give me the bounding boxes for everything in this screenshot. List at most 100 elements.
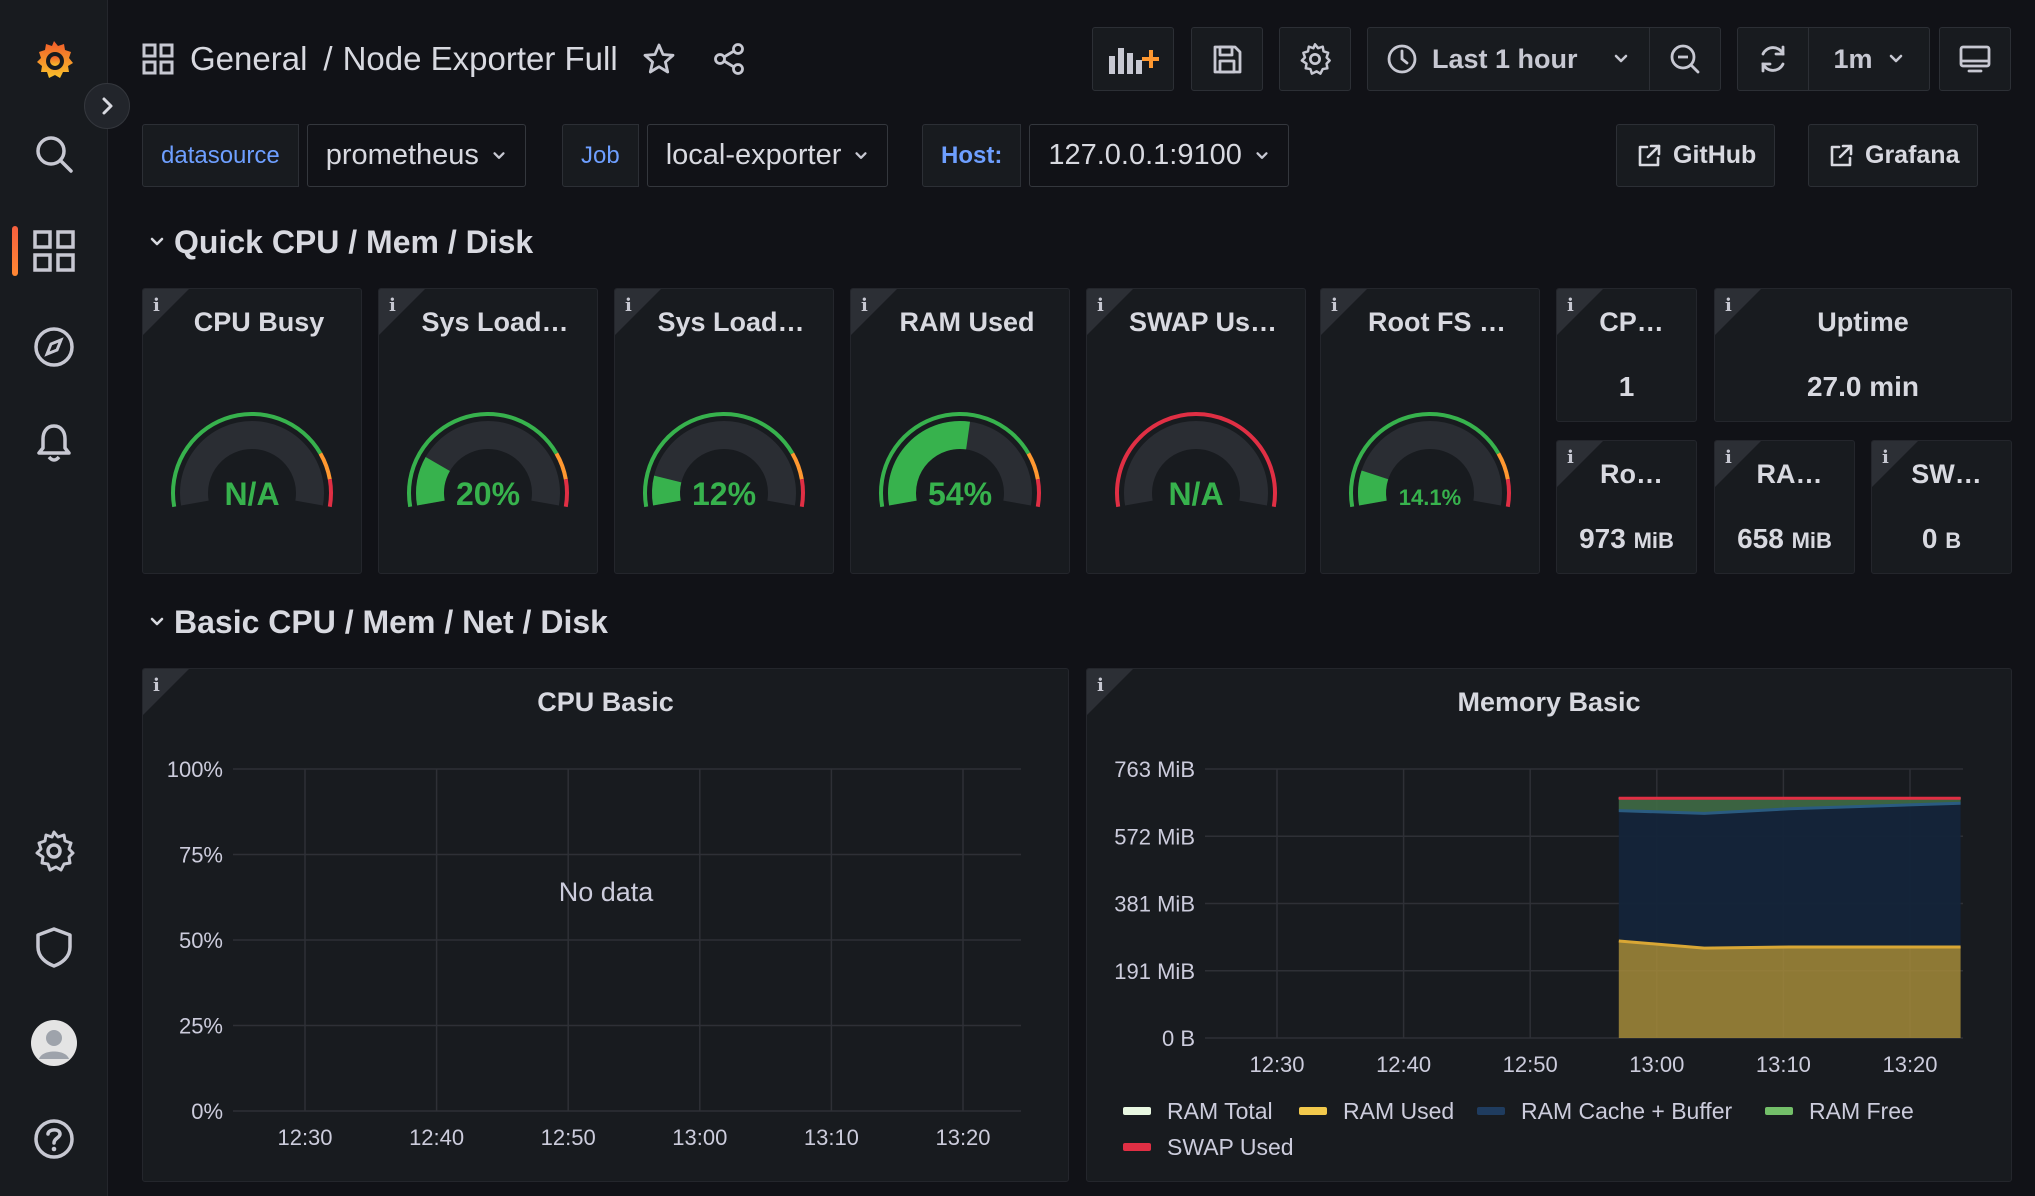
panel-cpu-basic[interactable]: i CPU Basic 0% 25% 50% 75% 100% 12:30 12:40 12:… — [142, 668, 1069, 1182]
x-tick-label: 13:00 — [1629, 1052, 1684, 1077]
legend-label: RAM Total — [1167, 1098, 1273, 1124]
sidebar-expand-button[interactable] — [84, 83, 130, 129]
info-icon[interactable]: i — [1567, 447, 1574, 468]
row-basic[interactable]: Basic CPU / Mem / Net / Disk — [148, 602, 608, 642]
dashboard-title[interactable]: Node Exporter Full — [342, 40, 618, 77]
avatar — [31, 1020, 77, 1066]
profile-nav[interactable] — [0, 1007, 108, 1079]
info-icon[interactable]: i — [1097, 675, 1104, 696]
gauge-threshold-arc — [1496, 452, 1510, 480]
gauge-threshold-arc — [799, 478, 805, 508]
breadcrumb-folder[interactable]: General — [190, 40, 308, 77]
row-quick[interactable]: Quick CPU / Mem / Disk — [148, 222, 533, 262]
x-tick-label: 12:30 — [277, 1125, 332, 1150]
help-nav[interactable] — [0, 1103, 108, 1175]
panel-title: CP… — [1599, 307, 1664, 337]
info-icon[interactable]: i — [1725, 295, 1732, 316]
stat-panel-swap-total[interactable]: i SW… 0 B — [1871, 440, 2012, 574]
gauge-panel[interactable]: i Sys Load… 20% — [378, 288, 598, 574]
info-icon[interactable]: i — [1331, 295, 1338, 316]
explore-nav[interactable] — [0, 311, 108, 383]
row-title: Quick CPU / Mem / Disk — [174, 223, 534, 260]
gauge-panel[interactable]: i SWAP Us… N/A — [1086, 288, 1306, 574]
panel-title: RA… — [1756, 459, 1823, 489]
configuration-nav[interactable] — [0, 815, 108, 887]
sidebar — [0, 0, 108, 1196]
x-tick-label: 13:00 — [672, 1125, 727, 1150]
gauge-panel[interactable]: i CPU Busy N/A — [142, 288, 362, 574]
x-tick-label: 13:10 — [804, 1125, 859, 1150]
legend-swatch — [1123, 1107, 1151, 1115]
gauge-panel[interactable]: i Sys Load… 12% — [614, 288, 834, 574]
search-nav[interactable] — [0, 118, 108, 190]
refresh-interval-picker[interactable]: 1m — [1808, 27, 1930, 91]
info-icon[interactable]: i — [153, 295, 160, 316]
panel-title: Uptime — [1817, 307, 1909, 337]
cpu-basic-chart: 0% 25% 50% 75% 100% 12:30 12:40 12:50 13:00 13:10… — [167, 757, 1021, 1150]
grafana-link[interactable]: Grafana — [1808, 124, 1979, 187]
info-icon[interactable]: i — [153, 675, 160, 696]
panel-title: SWAP Us… — [1128, 307, 1278, 337]
share-icon[interactable] — [712, 42, 746, 76]
chevron-down-icon — [150, 617, 164, 626]
dashboard-header: General / Node Exporter Full Last 1 hour… — [108, 0, 2035, 118]
variable-value: prometheus — [325, 139, 479, 171]
gauge-value-arc — [416, 457, 451, 506]
save-icon — [1213, 45, 1242, 74]
panel-title: Sys Load… — [657, 307, 805, 337]
info-icon[interactable]: i — [1882, 447, 1889, 468]
x-tick-label: 12:40 — [1376, 1052, 1431, 1077]
stat-panel-root-fs-total[interactable]: i Ro… 973 MiB — [1556, 440, 1697, 574]
info-icon[interactable]: i — [389, 295, 396, 316]
link-label: Grafana — [1865, 141, 1960, 169]
row-title: Basic CPU / Mem / Net / Disk — [174, 603, 608, 640]
y-tick-label: 572 MiB — [1114, 824, 1195, 849]
github-link[interactable]: GitHub — [1616, 124, 1776, 187]
info-icon[interactable]: i — [861, 295, 868, 316]
stat-panel-uptime[interactable]: i Uptime 27.0 min — [1714, 288, 2012, 422]
info-icon[interactable]: i — [1725, 447, 1732, 468]
admin-nav[interactable] — [0, 911, 108, 983]
alerting-nav[interactable] — [0, 407, 108, 479]
x-tick-label: 13:20 — [1882, 1052, 1937, 1077]
dashboard-settings-button[interactable] — [1279, 27, 1351, 91]
grafana-logo[interactable] — [0, 24, 108, 96]
variable-value: local-exporter — [665, 139, 842, 171]
gauge-threshold-arc — [790, 452, 804, 480]
view-mode-button[interactable] — [1939, 27, 2011, 91]
dashboards-nav[interactable] — [0, 215, 108, 287]
y-tick-label: 763 MiB — [1114, 757, 1195, 782]
gauge-panel[interactable]: i RAM Used 54% — [850, 288, 1070, 574]
time-range-picker[interactable]: Last 1 hour — [1367, 27, 1650, 91]
x-tick-label: 12:50 — [541, 1125, 596, 1150]
panel-title: SW… — [1911, 459, 1982, 489]
gauge-chart: N/A — [171, 412, 333, 512]
gauge-value-arc — [1358, 470, 1389, 506]
chevron-down-icon — [493, 151, 505, 159]
host-select[interactable]: 127.0.0.1:9100 — [1029, 124, 1289, 187]
gauge-panel[interactable]: i Root FS … 14.1% — [1320, 288, 1540, 574]
info-icon[interactable]: i — [1097, 295, 1104, 316]
grafana-logo-icon — [37, 41, 73, 78]
add-panel-button[interactable] — [1092, 27, 1174, 91]
panel-title: RAM Used — [899, 307, 1035, 337]
x-tick-label: 13:10 — [1756, 1052, 1811, 1077]
zoom-out-icon — [1670, 44, 1700, 74]
panel-memory-basic[interactable]: i Memory Basic 0 B 191 MiB 381 MiB 572 MiB 7… — [1086, 668, 2012, 1182]
gauge-threshold-arc — [327, 478, 333, 508]
dashboards-grid-icon — [33, 230, 75, 272]
datasource-select[interactable]: prometheus — [306, 124, 526, 187]
job-select[interactable]: local-exporter — [646, 124, 889, 187]
info-icon[interactable]: i — [625, 295, 632, 316]
star-icon[interactable] — [642, 42, 676, 76]
zoom-out-button[interactable] — [1649, 27, 1721, 91]
info-icon[interactable]: i — [1567, 295, 1574, 316]
refresh-button[interactable] — [1737, 27, 1809, 91]
ram-used-area — [1618, 941, 1961, 1038]
gauge-chart: 14.1% — [1349, 412, 1511, 510]
stat-panel-ram-total[interactable]: i RA… 658 MiB — [1714, 440, 1855, 574]
save-dashboard-button[interactable] — [1191, 27, 1263, 91]
dashboard-apps-icon — [142, 43, 174, 75]
stat-panel-cpu-cores[interactable]: i CP… 1 — [1556, 288, 1697, 422]
external-link-icon — [1638, 144, 1661, 166]
